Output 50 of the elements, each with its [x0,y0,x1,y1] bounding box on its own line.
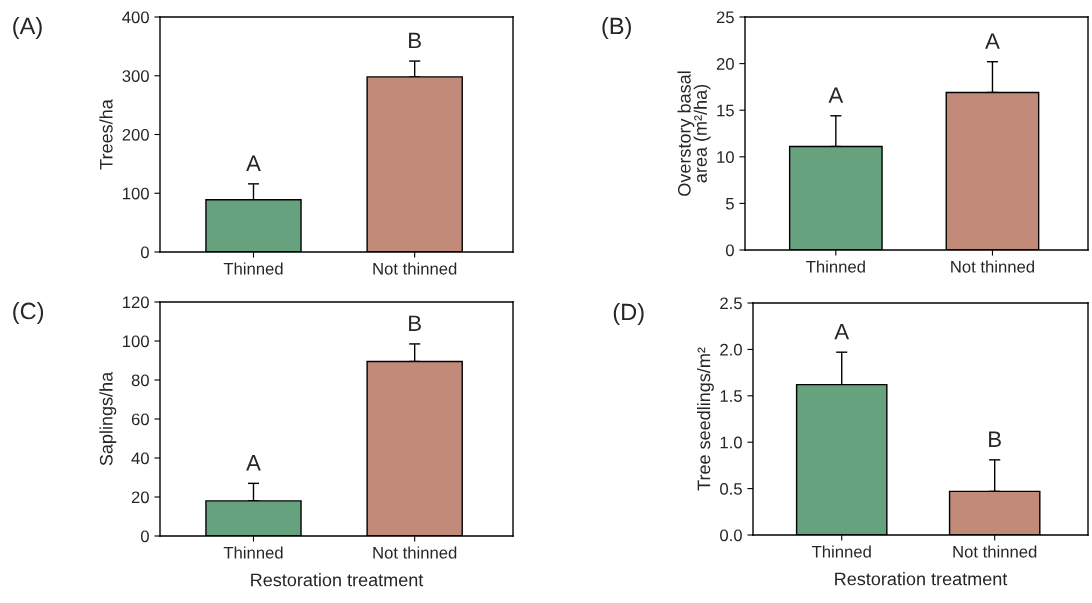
y-tick-label: 10 [717,151,734,163]
annotation: A [828,87,844,103]
x-axis-title: Restoration treatment [835,572,1008,586]
x-tick-label: Thinned [223,546,283,559]
y-tick-label: 100 [123,187,149,200]
y-tick-label: 400 [122,11,149,24]
y-tick-label: 0 [140,530,149,543]
x-tick-label: Thinned [223,262,283,275]
y-tick-label: 2.5 [720,297,742,310]
y-tick-label: 80 [131,374,149,387]
y-tick-label: 1.0 [720,436,742,449]
y-axis-title: Saplings/ha [99,371,117,466]
chart-title: (B) [602,17,631,39]
y-tick-label: 5 [725,197,734,210]
y-axis-title: Overstory basal area (m²/ha) [677,71,711,196]
y-tick-label: 120 [123,296,149,309]
annotation: B [409,32,421,49]
y-tick-label: 0 [140,246,149,259]
y-tick-label: 0.5 [720,483,742,495]
x-tick-label: Thinned [806,260,865,273]
annotation: A [246,155,261,171]
x-tick-label: Not thinned [373,546,457,559]
y-tick-label: 15 [717,104,734,117]
y-tick-label: 0 [725,244,734,257]
x-tick-label: Not thinned [951,260,1035,273]
x-tick-label: Not thinned [953,545,1037,558]
annotation: B [409,315,421,331]
y-tick-label: 2.0 [720,343,742,356]
x-tick-label: Not thinned [373,262,457,275]
y-tick-label: 60 [131,413,149,426]
y-tick-label: 20 [716,58,734,70]
x-tick-label: Thinned [811,545,871,558]
chart-title: (C) [13,302,44,324]
y-tick-label: 25 [716,11,734,24]
annotation: A [834,323,850,340]
y-tick-label: 1.5 [720,390,742,402]
y-axis-title: Trees/ha [99,99,113,170]
annotation: A [985,33,1000,49]
y-tick-label: 100 [123,335,149,348]
y-axis-title: Tree seedlings/m² [697,347,714,491]
y-tick-label: 300 [122,70,149,82]
y-tick-label: 200 [122,128,149,141]
y-tick-label: 20 [131,491,149,504]
y-tick-label: 40 [131,452,149,465]
y-tick-label: 0.0 [720,529,742,542]
x-axis-title: Restoration treatment [251,573,424,587]
chart-title: (D) [613,303,644,325]
annotation: A [246,455,261,471]
chart-title: (A) [13,17,42,39]
annotation: B [989,431,1001,447]
